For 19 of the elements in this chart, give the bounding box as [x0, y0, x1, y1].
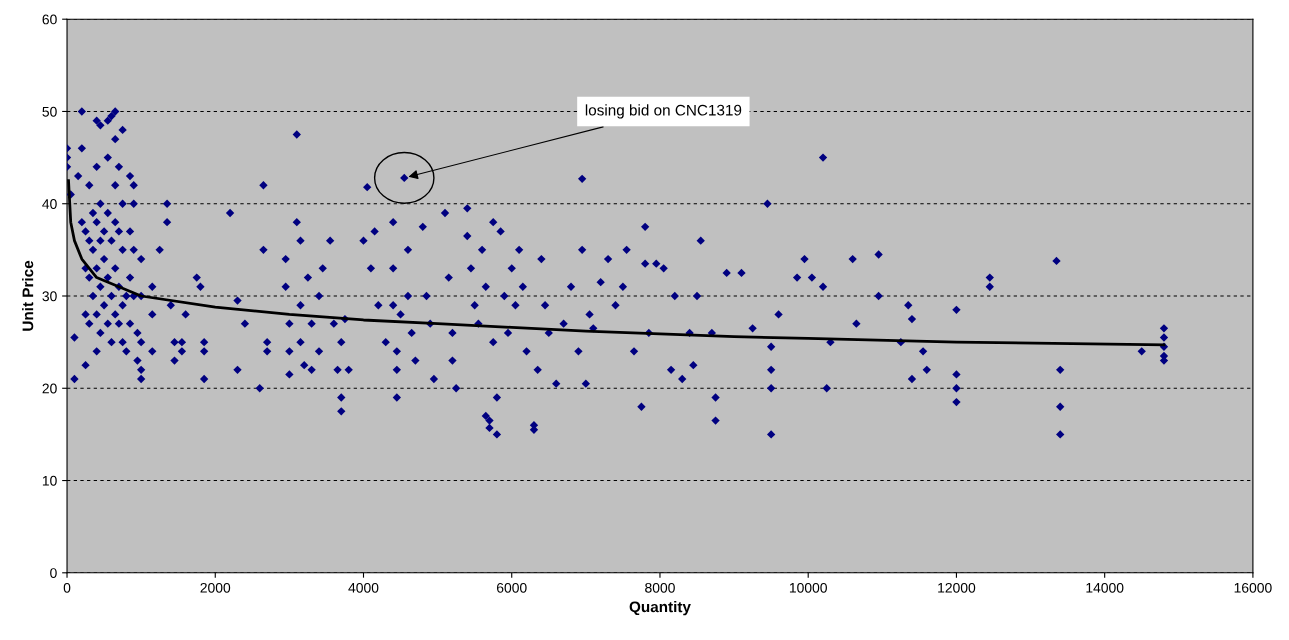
x-tick-label: 4000 — [348, 582, 379, 593]
x-tick-label: 16000 — [1234, 582, 1272, 593]
annotation: losing bid on CNC1319 — [585, 104, 742, 119]
x-axis-title: Quantity — [629, 601, 691, 616]
x-tick-label: 12000 — [938, 582, 976, 593]
y-tick-label: 20 — [42, 383, 57, 394]
y-tick-label: 30 — [42, 291, 57, 302]
x-tick-label: 14000 — [1086, 582, 1124, 593]
x-tick-label: 8000 — [645, 582, 675, 593]
x-tick-label: 2000 — [200, 582, 231, 593]
x-tick-label: 0 — [63, 582, 71, 593]
y-tick-label: 50 — [42, 106, 57, 117]
y-tick-label: 60 — [42, 14, 57, 25]
x-tick-label: 6000 — [496, 582, 527, 593]
x-tick-label: 10000 — [789, 582, 827, 593]
y-tick-label: 40 — [42, 199, 57, 209]
y-tick-label: 10 — [42, 475, 57, 486]
y-tick-label: 0 — [50, 568, 57, 578]
y-axis-title: Unit Price — [22, 260, 34, 331]
